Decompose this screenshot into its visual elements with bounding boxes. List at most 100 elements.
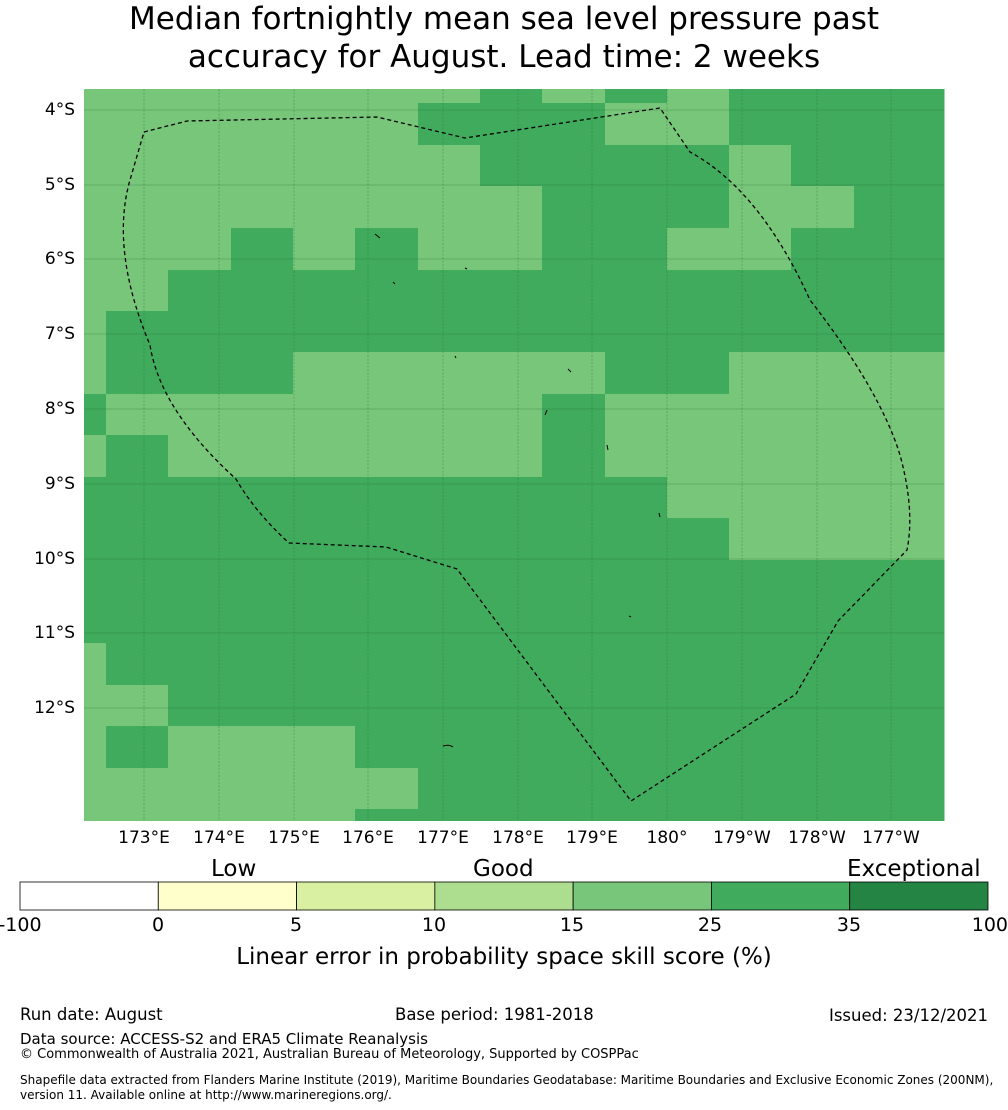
grid-cell <box>729 228 792 271</box>
grid-cell <box>355 394 419 436</box>
grid-cell <box>293 726 356 769</box>
grid-cell <box>729 103 792 146</box>
grid-cell <box>84 186 107 229</box>
grid-cell <box>106 477 169 519</box>
grid-cell <box>84 89 107 104</box>
grid-cell <box>355 228 419 271</box>
grid-cell <box>729 311 792 353</box>
colorbar-tick: 5 <box>289 914 303 936</box>
grid-cell <box>231 643 294 686</box>
grid-cell <box>293 352 356 395</box>
grid-cell <box>293 186 356 229</box>
grid-cell <box>355 601 419 644</box>
graticule <box>84 89 944 821</box>
grid-cell <box>605 228 668 271</box>
grid-cell <box>729 394 792 436</box>
grid-cell <box>542 186 606 229</box>
grid-cell <box>605 560 668 602</box>
grid-cell <box>231 560 294 602</box>
grid-cell <box>480 809 543 821</box>
island <box>454 355 457 359</box>
grid-cell <box>854 311 945 353</box>
island <box>442 744 454 748</box>
grid-cell <box>854 270 945 312</box>
grid-cell <box>729 270 792 312</box>
grid-cell <box>605 601 668 644</box>
grid-cell <box>168 394 232 436</box>
title-line-2: accuracy for August. Lead time: 2 weeks <box>187 39 821 75</box>
grid-cell <box>418 477 481 519</box>
lon-label: 178°W <box>788 828 846 848</box>
colorbar-label: Linear error in probability space skill … <box>236 944 772 970</box>
grid-cell <box>293 477 356 519</box>
grid-cell <box>106 560 169 602</box>
lon-label: 180° <box>646 828 688 848</box>
island <box>606 444 609 451</box>
grid-cell <box>729 643 792 686</box>
grid-cell <box>231 518 294 561</box>
grid-cell <box>542 768 606 810</box>
grid-cell <box>791 601 855 644</box>
run-date: Run date: August <box>20 1005 163 1024</box>
grid-cell <box>106 352 169 395</box>
grid-cell <box>231 768 294 810</box>
grid-cell <box>791 311 855 353</box>
grid-cell <box>729 809 792 821</box>
grid-cell <box>480 394 543 436</box>
grid-cell <box>106 89 169 104</box>
grid-cell <box>84 145 107 187</box>
grid-cell <box>418 643 481 686</box>
grid-cell <box>106 809 169 821</box>
grid-cell <box>293 103 356 146</box>
grid-cell <box>605 270 668 312</box>
grid-cell <box>355 809 419 821</box>
grid-cell <box>355 726 419 769</box>
grid-cell <box>106 685 169 727</box>
grid-cell <box>231 89 294 104</box>
lon-label: 174°E <box>193 828 245 848</box>
grid-cell <box>106 643 169 686</box>
grid-cell <box>355 477 419 519</box>
grid-cell <box>480 518 543 561</box>
grid-cell <box>729 89 792 104</box>
grid-cell <box>168 311 232 353</box>
grid-cell <box>854 768 945 810</box>
grid-cell <box>480 768 543 810</box>
grid-cell <box>84 685 107 727</box>
grid-cell <box>605 643 668 686</box>
grid-cell <box>729 145 792 187</box>
eez-boundary <box>122 107 911 802</box>
grid-cell <box>854 435 945 478</box>
grid-cell <box>667 643 730 686</box>
grid-cell <box>791 560 855 602</box>
grid-cell <box>355 186 419 229</box>
grid-cell <box>355 145 419 187</box>
shapefile-credit-line-2: version 11. Available online at http://w… <box>20 1088 392 1102</box>
grid-cell <box>418 685 481 727</box>
shapefile-credit-line-1: Shapefile data extracted from Flanders M… <box>20 1073 994 1087</box>
colorbar-segment <box>296 881 436 911</box>
grid-cell <box>418 726 481 769</box>
grid-cell <box>106 601 169 644</box>
grid-cell <box>84 560 107 602</box>
grid-cell <box>106 726 169 769</box>
grid-cell <box>480 352 543 395</box>
grid-cell <box>542 435 606 478</box>
grid-cell <box>605 809 668 821</box>
grid-cell <box>231 685 294 727</box>
grid-cell <box>729 726 792 769</box>
lat-label: 12°S <box>34 698 75 718</box>
grid-cell <box>293 145 356 187</box>
grid-cell <box>355 352 419 395</box>
map-canvas <box>84 89 945 821</box>
grid-cell <box>231 103 294 146</box>
grid-cell <box>293 270 356 312</box>
skill-grid <box>84 89 945 821</box>
grid-cell <box>480 270 543 312</box>
grid-cell <box>729 186 792 229</box>
grid-cell <box>293 643 356 686</box>
grid-cell <box>84 311 107 353</box>
grid-cell <box>605 103 668 146</box>
grid-cell <box>84 435 107 478</box>
grid-cell <box>854 477 945 519</box>
